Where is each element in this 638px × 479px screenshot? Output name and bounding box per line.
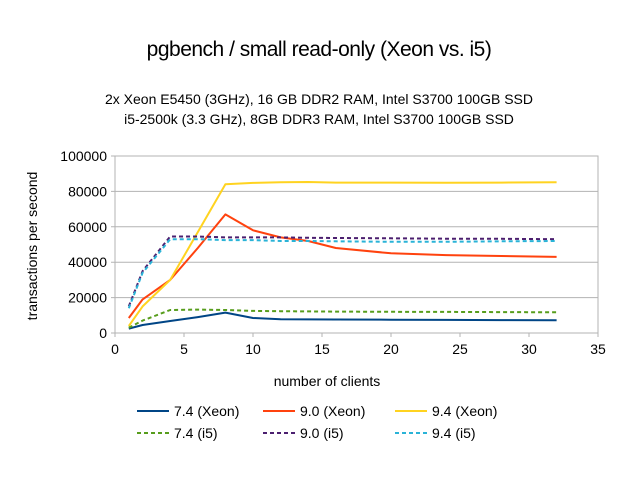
legend: 7.4 (Xeon) 9.0 (Xeon) 9.4 (Xeon) 7.4 (i5) 9.… [137, 403, 497, 441]
x-tick-label: 35 [590, 341, 606, 357]
x-tick-label: 5 [180, 341, 188, 357]
series-line-9-4-xeon [127, 181, 557, 327]
legend-label: 9.4 (i5) [432, 425, 476, 441]
series-line-7-4-xeon [128, 311, 557, 330]
series-line-9-4-i5 [127, 238, 557, 309]
x-tick-label: 20 [383, 341, 399, 357]
y-tick-label: 100000 [60, 148, 107, 164]
legend-label: 9.4 (Xeon) [432, 403, 497, 419]
x-tick-label: 0 [111, 341, 119, 357]
series-line-7-4-i5 [128, 308, 557, 329]
y-tick-label: 60000 [68, 219, 107, 235]
y-tick-label: 20000 [68, 290, 107, 306]
series-group [127, 181, 557, 330]
tick-labels: 0 20000 40000 60000 80000 100000 0 5 10 15 20 25 30 3… [60, 148, 606, 357]
legend-label: 9.0 (Xeon) [300, 403, 365, 419]
series-line-9-0-xeon [127, 213, 557, 319]
series-line-9-0-i5 [127, 235, 557, 307]
chart-title: pgbench / small read-only (Xeon vs. i5) [146, 38, 492, 61]
y-tick-label: 0 [99, 325, 107, 341]
grid [111, 155, 599, 337]
x-axis-title: number of clients [274, 373, 381, 389]
y-tick-label: 80000 [68, 183, 107, 199]
y-axis-title: transactions per second [24, 172, 40, 321]
x-tick-label: 30 [521, 341, 537, 357]
x-tick-label: 10 [245, 341, 261, 357]
chart-subtitle-line-1: 2x Xeon E5450 (3GHz), 16 GB DDR2 RAM, In… [105, 91, 533, 107]
legend-label: 7.4 (i5) [174, 425, 218, 441]
y-tick-label: 40000 [68, 254, 107, 270]
x-tick-label: 15 [314, 341, 330, 357]
chart-subtitle-line-2: i5-2500k (3.3 GHz), 8GB DDR3 RAM, Intel … [124, 111, 514, 127]
legend-label: 9.0 (i5) [300, 425, 344, 441]
x-tick-label: 25 [452, 341, 468, 357]
legend-label: 7.4 (Xeon) [174, 403, 239, 419]
